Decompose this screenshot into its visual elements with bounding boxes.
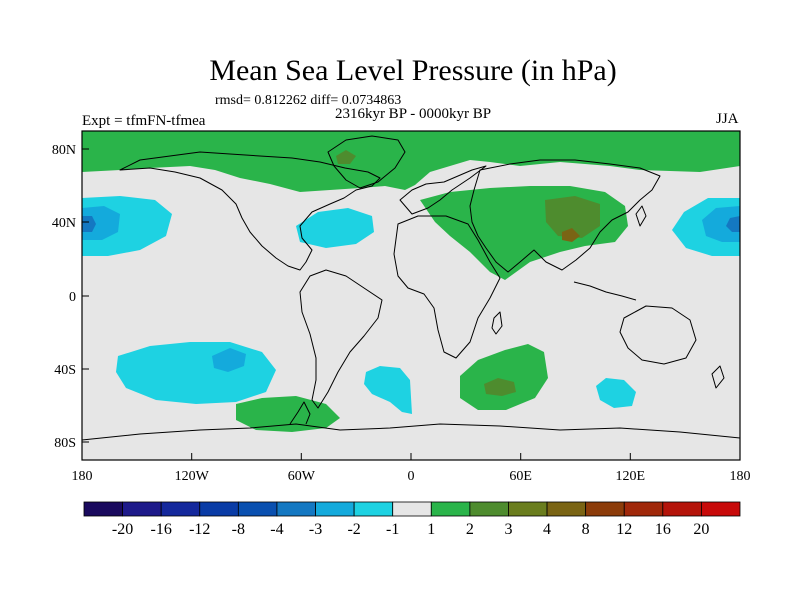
japan-coast [635,205,647,227]
experiment-label: Expt = tfmFN-tfmea [82,113,206,129]
colorbar-swatch [199,501,239,517]
antarctica-coast [82,423,740,441]
coastlines [82,135,740,441]
north-pacific-east-core [702,206,740,242]
stats-label: rmsd= 0.812262 diff= 0.0734863 [215,93,402,108]
x-tick-label: 120E [616,469,646,484]
colorbar-label: -20 [112,521,133,538]
colorbar-swatch [701,501,741,517]
colorbar-swatch [662,501,702,517]
x-tick-label: 60E [509,469,532,484]
colorbar-label: -2 [347,521,360,538]
colorbar-swatch [237,501,278,517]
europe-coast [399,165,487,215]
colorbar-swatch [122,501,162,517]
colorbar-label: -1 [386,521,399,538]
colorbar-swatch [508,501,548,517]
south-atlantic-west-negative [364,366,412,414]
period-label: 2316kyr BP - 0000kyr BP [334,106,492,122]
antarctic-positive-region [236,396,340,432]
colorbar-swatch [430,501,471,517]
colorbar-label: -16 [151,521,172,538]
greenland-coast [327,135,406,189]
colorbar-label: -4 [270,521,283,538]
colorbar-swatch [392,501,432,517]
y-tick-label: 80N [52,143,76,158]
season-label: JJA [716,111,739,127]
new-zealand-coast [711,365,725,389]
south-atlantic-positive-region [460,344,548,410]
arctic-dark-patch [336,150,356,164]
colorbar-label: 20 [693,521,709,538]
asia-coast [469,159,661,273]
y-tick-label: 40S [54,363,76,378]
madagascar-coast [491,311,503,335]
south-pacific-core [212,348,246,372]
africa-coast [393,215,501,359]
x-tick-label: 180 [72,469,93,484]
colorbar-label: 12 [616,521,632,538]
colorbar-swatch [83,501,123,517]
colorbar-swatch [469,501,509,517]
colorbar-label: 1 [427,521,435,538]
colorbar-label: 2 [466,521,474,538]
x-tick-label: 60W [288,469,316,484]
colorbar-label: 16 [655,521,671,538]
x-tick-label: 120W [175,469,210,484]
antarctic-peninsula [289,401,311,425]
colorbar-swatch [315,501,355,517]
colorbar-swatch [276,501,316,517]
colorbar-label: -8 [232,521,245,538]
north-atlantic-negative [296,208,374,248]
australia-coast [619,305,697,365]
north-america-coast [119,151,381,271]
x-tick-label: 0 [408,469,415,484]
colorbar-swatch [353,501,394,517]
colorbar-label: -3 [309,521,322,538]
south-atlantic-dark-patch [484,378,516,396]
colorbar-label: 3 [504,521,512,538]
anomaly-fields [82,131,740,432]
colorbar-swatch [160,501,201,517]
north-pacific-west-deep [82,216,96,232]
y-tick-label: 80S [54,436,76,451]
tibet-strong-patch [562,228,580,242]
indian-ocean-negative [596,378,636,408]
chart-title: Mean Sea Level Pressure (in hPa) [209,54,617,87]
south-america-coast [299,269,383,409]
colorbar-label: -12 [189,521,210,538]
y-tick-label: 0 [69,290,76,305]
colorbar-swatch [585,501,625,517]
north-pacific-east-deep [726,216,740,232]
colorbar-swatch [623,501,664,517]
colorbar: -20 -16 -12 -8 -4 -3 -2 -1 1 2 3 4 8 12 16 20 [83,501,741,538]
colorbar-label: 8 [582,521,590,538]
x-tick-label: 180 [730,469,751,484]
y-tick-label: 40N [52,216,76,231]
arctic-positive-region [82,131,740,192]
colorbar-swatch [546,501,587,517]
colorbar-label: 4 [543,521,551,538]
asia-dark-patch [545,196,600,238]
axis-ticks [81,148,741,460]
southeast-asia-islands [573,281,637,301]
